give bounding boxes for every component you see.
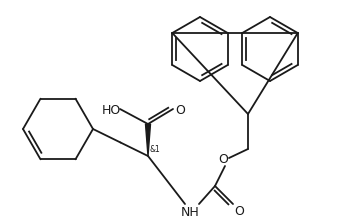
Text: NH: NH xyxy=(181,205,200,218)
Text: O: O xyxy=(218,153,228,166)
Text: &1: &1 xyxy=(150,145,161,154)
Text: O: O xyxy=(175,103,185,116)
Text: O: O xyxy=(234,205,244,218)
Text: HO: HO xyxy=(102,103,121,116)
Polygon shape xyxy=(146,124,151,156)
